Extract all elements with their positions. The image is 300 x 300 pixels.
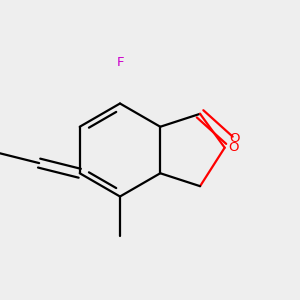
Text: O: O xyxy=(228,141,238,154)
Text: O: O xyxy=(230,132,240,145)
Text: F: F xyxy=(116,56,124,69)
